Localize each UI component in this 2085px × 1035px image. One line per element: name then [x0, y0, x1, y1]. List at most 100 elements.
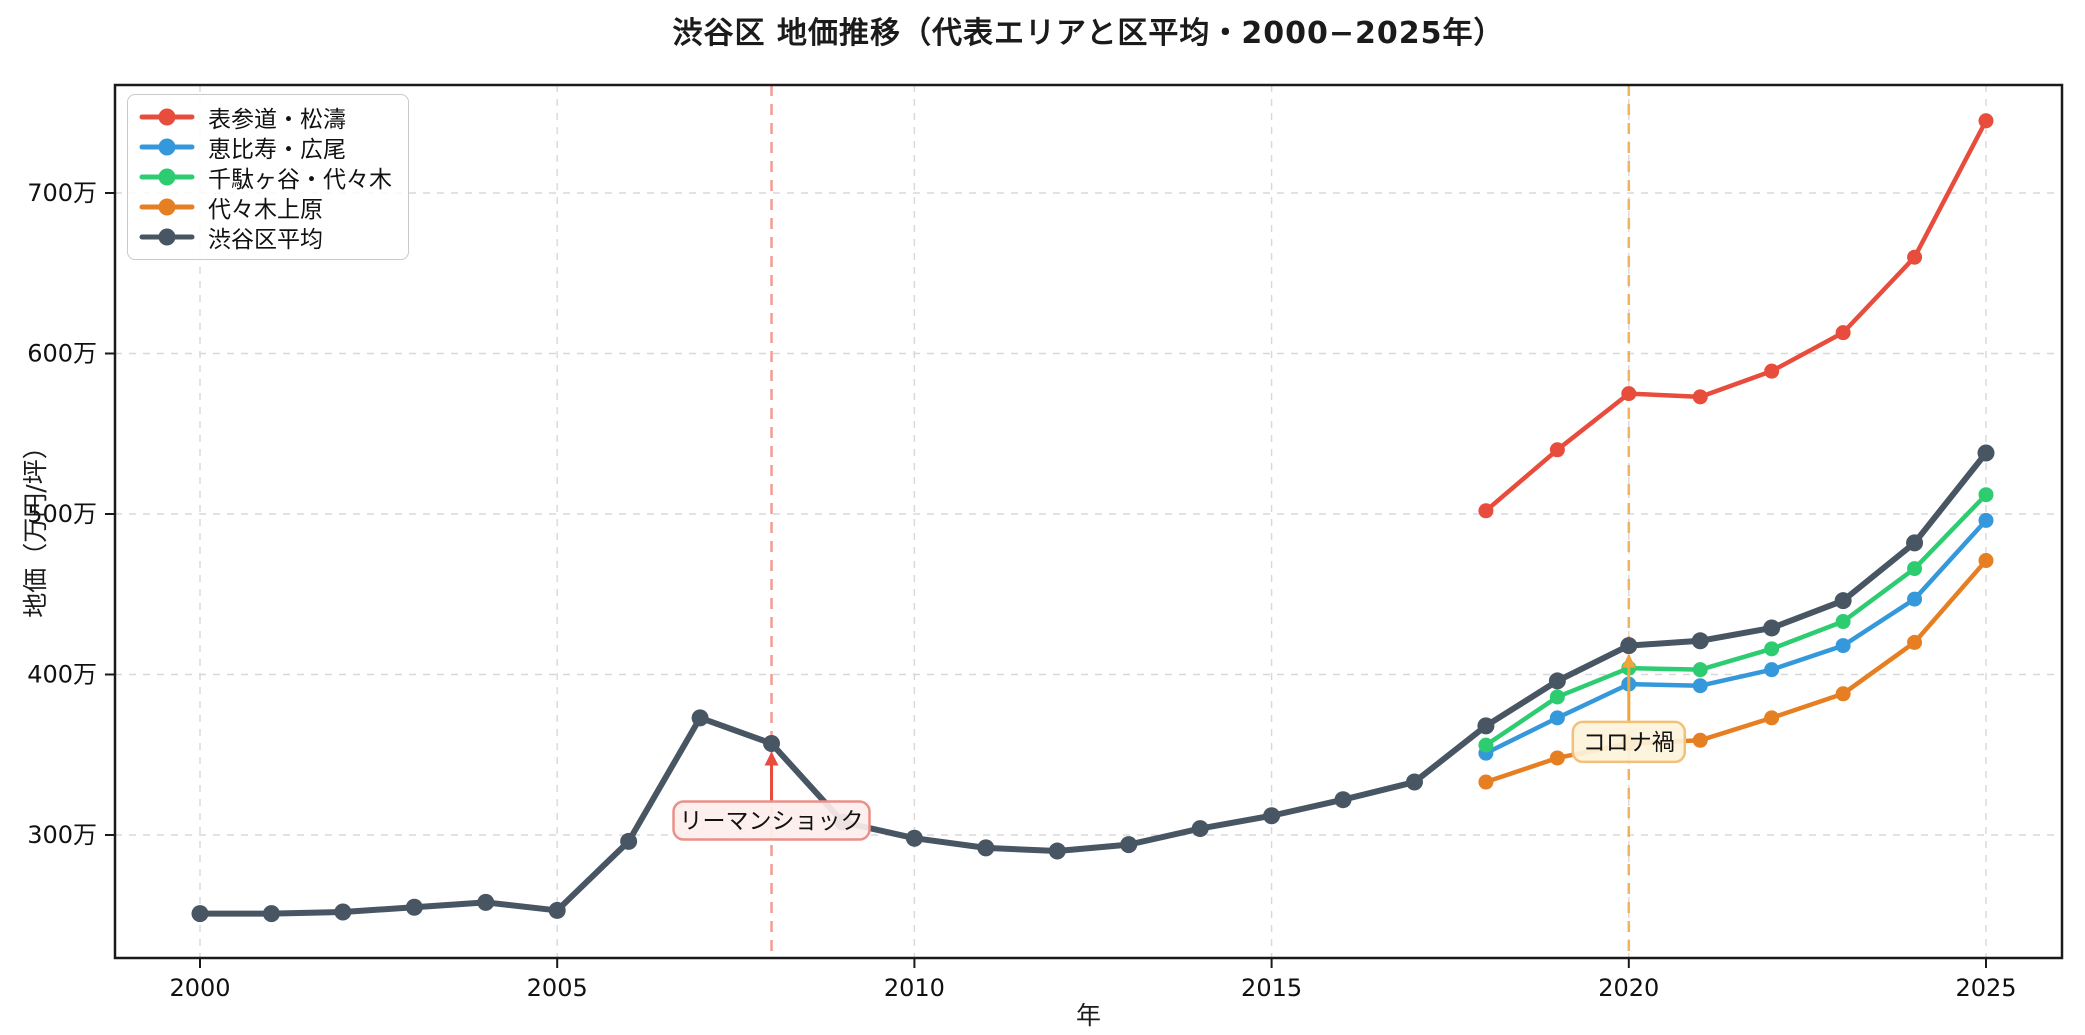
series-代々木上原: [1478, 553, 1994, 790]
axis-ticks: [105, 192, 1987, 968]
y-tick-label: 400万: [27, 661, 97, 689]
legend-label: 渋谷区平均: [208, 227, 323, 253]
series-line: [197, 450, 1989, 917]
y-tick-label: 700万: [27, 179, 97, 207]
data-point: [1978, 487, 1994, 503]
series-line: [1483, 558, 1989, 785]
data-point: [905, 829, 923, 847]
data-point: [620, 832, 638, 850]
data-point: [1835, 614, 1851, 630]
data-point: [405, 898, 423, 916]
series-渋谷区平均: [191, 444, 1995, 923]
annotation-text: リーマンショック: [680, 809, 864, 835]
annotation-arrowhead-icon: [764, 751, 779, 766]
data-point: [1549, 710, 1565, 726]
chart-title: 渋谷区 地価推移（代表エリアと区平均・2000−2025年）: [672, 16, 1505, 51]
data-point: [763, 735, 781, 753]
data-point: [691, 709, 709, 727]
data-point: [191, 905, 209, 923]
plot-border: [113, 83, 2064, 960]
data-point: [1478, 737, 1494, 753]
data-point: [1549, 442, 1565, 458]
data-point: [1835, 686, 1851, 702]
legend-marker-icon: [139, 198, 195, 216]
data-point: [1620, 637, 1638, 655]
data-point: [1048, 842, 1066, 860]
annotation-arrowhead-icon: [1621, 653, 1636, 668]
data-point: [1691, 632, 1709, 650]
data-point: [977, 839, 995, 857]
annotation-box: [1571, 720, 1687, 764]
series-line: [1483, 518, 1989, 756]
data-point: [1621, 386, 1637, 402]
x-tick-label: 2025: [1955, 974, 2016, 1002]
data-point: [1907, 561, 1923, 577]
data-point: [1977, 444, 1995, 462]
x-tick-label: 2015: [1241, 974, 1302, 1002]
data-point: [1978, 512, 1994, 528]
data-point: [1692, 678, 1708, 694]
legend-label: 恵比寿・広尾: [208, 137, 346, 163]
data-point: [1478, 774, 1494, 790]
y-tick-label: 600万: [27, 340, 97, 368]
x-axis-label: 年: [1075, 1001, 1101, 1030]
data-point: [1764, 641, 1780, 657]
data-point: [1549, 750, 1565, 766]
data-point: [1835, 325, 1851, 341]
legend-marker-icon: [139, 138, 195, 156]
data-point: [1978, 553, 1994, 569]
legend-label: 代々木上原: [208, 197, 323, 223]
data-point: [1405, 773, 1423, 791]
data-point: [1478, 503, 1494, 519]
series-千駄ヶ谷・代々木: [1478, 487, 1994, 753]
legend-label: 千駄ヶ谷・代々木: [208, 167, 392, 193]
data-point: [1263, 807, 1281, 825]
data-point: [1548, 672, 1566, 690]
annotation-コロナ禍: コロナ禍: [1571, 653, 1687, 764]
data-point: [1835, 638, 1851, 654]
data-point: [1477, 717, 1495, 735]
series-恵比寿・広尾: [1478, 512, 1994, 761]
y-axis-label: 地価（万円/坪）: [21, 434, 50, 618]
data-point: [1692, 732, 1708, 748]
data-point: [1907, 634, 1923, 650]
data-point: [1764, 710, 1780, 726]
x-tick-label: 2010: [884, 974, 945, 1002]
data-point: [1334, 791, 1352, 809]
data-point: [262, 905, 280, 923]
data-point: [1763, 619, 1781, 637]
legend-marker-icon: [139, 168, 195, 186]
series-line: [1483, 118, 1989, 514]
data-point: [1549, 689, 1565, 705]
legend-item: 渋谷区平均: [138, 223, 392, 253]
data-point: [1692, 662, 1708, 678]
data-point: [548, 901, 566, 919]
legend-marker-icon: [139, 228, 195, 246]
data-point: [1906, 534, 1924, 552]
x-tick-label: 2020: [1598, 974, 1659, 1002]
data-point: [1834, 592, 1852, 610]
x-tick-label: 2000: [169, 974, 230, 1002]
data-point: [1764, 363, 1780, 379]
legend: 表参道・松濤 恵比寿・広尾千駄ヶ谷・代々木 代々木上原渋谷区平均: [127, 94, 409, 260]
y-tick-label: 300万: [27, 821, 97, 849]
legend-item: 千駄ヶ谷・代々木: [138, 163, 392, 193]
legend-marker-icon: [139, 108, 195, 126]
y-tick-label: 500万: [27, 500, 97, 528]
data-point: [477, 893, 495, 911]
x-tick-label: 2005: [527, 974, 588, 1002]
data-point: [1764, 662, 1780, 678]
legend-label: 表参道・松濤: [208, 107, 346, 133]
data-point: [1692, 389, 1708, 405]
data-point: [1120, 836, 1138, 854]
data-point: [1907, 249, 1923, 265]
annotation-text: コロナ禍: [1583, 730, 1675, 756]
data-point: [1191, 820, 1209, 838]
data-point: [1907, 591, 1923, 607]
legend-item: 恵比寿・広尾: [138, 133, 392, 163]
series-表参道・松濤: [1478, 113, 1994, 519]
legend-item: 代々木上原: [138, 193, 392, 223]
data-point: [334, 903, 352, 921]
annotation-box: [672, 800, 871, 841]
